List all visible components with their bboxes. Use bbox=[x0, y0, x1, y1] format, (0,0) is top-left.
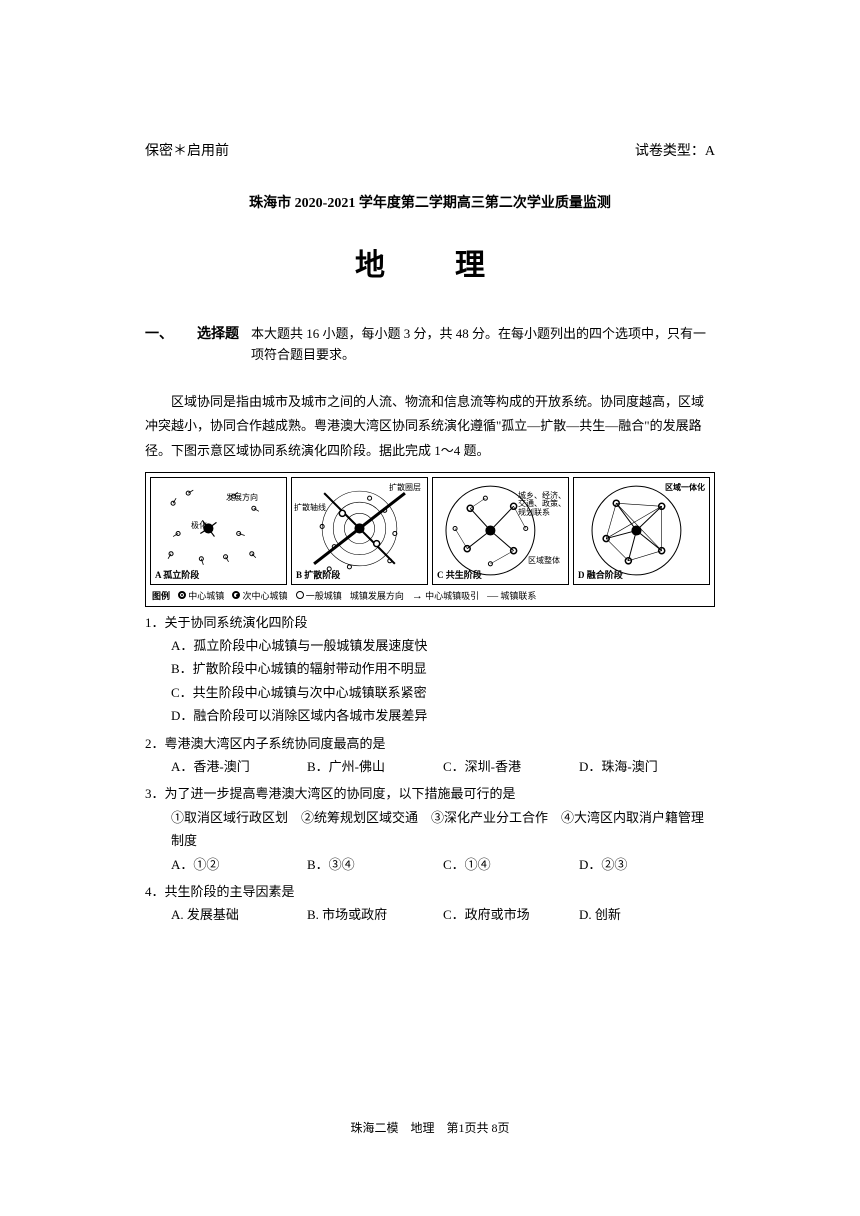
q1-option-a: A．孤立阶段中心城镇与一般城镇发展速度快 bbox=[145, 634, 715, 657]
q4-stem: 4．共生阶段的主导因素是 bbox=[145, 880, 715, 903]
legend-label: 图例 bbox=[152, 589, 170, 602]
q2-options: A．香港-澳门 B．广州-佛山 C．深圳-香港 D．珠海-澳门 bbox=[145, 755, 715, 778]
panel-c-text2: 区域整体 bbox=[528, 557, 560, 566]
q3-stem: 3．为了进一步提高粤港澳大湾区的协同度，以下措施最可行的是 bbox=[145, 782, 715, 805]
panel-c-text1: 城乡、经济、交通、政策、规划联系 bbox=[518, 492, 566, 518]
question-2: 2．粤港澳大湾区内子系统协同度最高的是 A．香港-澳门 B．广州-佛山 C．深圳… bbox=[145, 732, 715, 779]
legend-item-6: — 城镇联系 bbox=[487, 589, 536, 602]
section-description: 本大题共 16 小题，每小题 3 分，共 48 分。在每小题列出的四个选项中，只… bbox=[251, 324, 715, 366]
section-number: 一、 bbox=[145, 324, 173, 366]
q1-option-c: C．共生阶段中心城镇与次中心城镇联系紧密 bbox=[145, 681, 715, 704]
legend-item-1: 中心城镇 bbox=[178, 589, 224, 602]
panel-a-text2: 极化 bbox=[191, 522, 207, 531]
diagram-panel-b: 扩散圈层 扩散轴线 B 扩散阶段 bbox=[291, 477, 428, 585]
legend-item-2: 次中心城镇 bbox=[232, 589, 287, 602]
exam-page: 保密＊启用前 试卷类型：A 珠海市 2020-2021 学年度第二学期高三第二次… bbox=[0, 0, 860, 927]
panel-d-label: D 融合阶段 bbox=[578, 568, 623, 581]
q3-option-c: C．①④ bbox=[443, 853, 579, 876]
diagram-row: 发展方向 极化 A 孤立阶段 bbox=[150, 477, 710, 585]
q4-option-d: D. 创新 bbox=[579, 903, 715, 926]
q3-options: A．①② B．③④ C．①④ D．②③ bbox=[145, 853, 715, 876]
q1-option-b: B．扩散阶段中心城镇的辐射带动作用不明显 bbox=[145, 657, 715, 680]
exam-title: 珠海市 2020-2021 学年度第二学期高三第二次学业质量监测 bbox=[145, 192, 715, 212]
panel-a-text1: 发展方向 bbox=[226, 494, 258, 503]
panel-c-label: C 共生阶段 bbox=[437, 568, 482, 581]
header-right: 试卷类型：A bbox=[635, 140, 715, 160]
q2-stem: 2．粤港澳大湾区内子系统协同度最高的是 bbox=[145, 732, 715, 755]
section-name: 选择题 bbox=[197, 324, 239, 366]
q4-option-a: A. 发展基础 bbox=[171, 903, 307, 926]
panel-b-label: B 扩散阶段 bbox=[296, 568, 340, 581]
subject-title: 地 理 bbox=[145, 240, 715, 284]
q1-option-d: D．融合阶段可以消除区域内各城市发展差异 bbox=[145, 704, 715, 727]
section-header: 一、 选择题 本大题共 16 小题，每小题 3 分，共 48 分。在每小题列出的… bbox=[145, 324, 715, 366]
question-3: 3．为了进一步提高粤港澳大湾区的协同度，以下措施最可行的是 ①取消区域行政区划 … bbox=[145, 782, 715, 876]
header-left: 保密＊启用前 bbox=[145, 140, 229, 160]
diagram-panel-c: 城乡、经济、交通、政策、规划联系 区域整体 C 共生阶段 bbox=[432, 477, 569, 585]
diagram-legend: 图例 中心城镇 次中心城镇 一般城镇 城镇发展方向 → 中心城镇吸引 — 城镇联… bbox=[150, 585, 710, 602]
q4-option-c: C．政府或市场 bbox=[443, 903, 579, 926]
legend-item-4: 城镇发展方向 bbox=[350, 589, 404, 602]
q3-subitems: ①取消区域行政区划 ②统筹规划区域交通 ③深化产业分工合作 ④大湾区内取消户籍管… bbox=[145, 806, 715, 853]
q3-option-a: A．①② bbox=[171, 853, 307, 876]
question-1: 1．关于协同系统演化四阶段 A．孤立阶段中心城镇与一般城镇发展速度快 B．扩散阶… bbox=[145, 611, 715, 728]
q3-option-d: D．②③ bbox=[579, 853, 715, 876]
diagram-figure: 发展方向 极化 A 孤立阶段 bbox=[145, 472, 715, 607]
q3-option-b: B．③④ bbox=[307, 853, 443, 876]
legend-item-3: 一般城镇 bbox=[296, 589, 342, 602]
legend-item-5: → 中心城镇吸引 bbox=[412, 589, 479, 602]
panel-b-text1: 扩散圈层 bbox=[389, 484, 421, 493]
q2-option-a: A．香港-澳门 bbox=[171, 755, 307, 778]
q2-option-d: D．珠海-澳门 bbox=[579, 755, 715, 778]
panel-b-text2: 扩散轴线 bbox=[294, 504, 326, 513]
passage-text: 区域协同是指由城市及城市之间的人流、物流和信息流等构成的开放系统。协同度越高，区… bbox=[145, 390, 715, 464]
q4-option-b: B. 市场或政府 bbox=[307, 903, 443, 926]
q4-options: A. 发展基础 B. 市场或政府 C．政府或市场 D. 创新 bbox=[145, 903, 715, 926]
header-row: 保密＊启用前 试卷类型：A bbox=[145, 140, 715, 160]
question-4: 4．共生阶段的主导因素是 A. 发展基础 B. 市场或政府 C．政府或市场 D.… bbox=[145, 880, 715, 927]
panel-d-text1: 区域一体化 bbox=[665, 484, 705, 493]
page-footer: 珠海二模 地理 第1页共 8页 bbox=[0, 1119, 860, 1136]
panel-a-label: A 孤立阶段 bbox=[155, 568, 199, 581]
diagram-panel-a: 发展方向 极化 A 孤立阶段 bbox=[150, 477, 287, 585]
q2-option-b: B．广州-佛山 bbox=[307, 755, 443, 778]
q2-option-c: C．深圳-香港 bbox=[443, 755, 579, 778]
diagram-panel-d: 区域一体化 D 融合阶段 bbox=[573, 477, 710, 585]
q1-stem: 1．关于协同系统演化四阶段 bbox=[145, 611, 715, 634]
